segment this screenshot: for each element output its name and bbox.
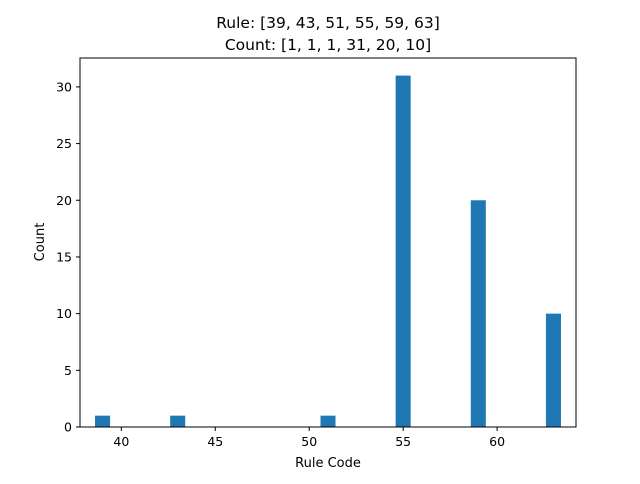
chart-title-line-2: Count: [1, 1, 1, 31, 20, 10] <box>225 36 431 54</box>
bar-rule-43 <box>170 415 186 427</box>
plot-frame <box>79 57 577 428</box>
bar-rule-39 <box>95 415 111 427</box>
x-tick-label: 60 <box>489 434 505 449</box>
y-tick-label: 5 <box>64 363 72 378</box>
x-tick-label: 55 <box>395 434 411 449</box>
y-tick-label: 15 <box>56 249 72 264</box>
bar-rule-51 <box>320 415 336 427</box>
bar-rule-55 <box>395 75 411 428</box>
bars-group <box>95 75 561 428</box>
bar-rule-63 <box>545 313 561 427</box>
chart-title-line-1: Rule: [39, 43, 51, 55, 59, 63] <box>216 14 440 32</box>
y-tick-label: 0 <box>64 420 72 435</box>
y-tick-label: 25 <box>56 136 72 151</box>
y-axis-ticks: 0 5 10 15 20 25 30 <box>56 79 80 435</box>
x-tick-label: 45 <box>207 434 223 449</box>
bar-rule-59 <box>470 200 486 427</box>
x-axis-label: Rule Code <box>295 456 361 471</box>
y-tick-label: 30 <box>56 79 72 94</box>
y-tick-label: 10 <box>56 306 72 321</box>
x-tick-label: 40 <box>113 434 129 449</box>
y-axis-label: Count <box>33 223 48 262</box>
y-tick-label: 20 <box>56 193 72 208</box>
x-tick-label: 50 <box>301 434 317 449</box>
x-axis-ticks: 40 45 50 55 60 <box>113 427 505 449</box>
